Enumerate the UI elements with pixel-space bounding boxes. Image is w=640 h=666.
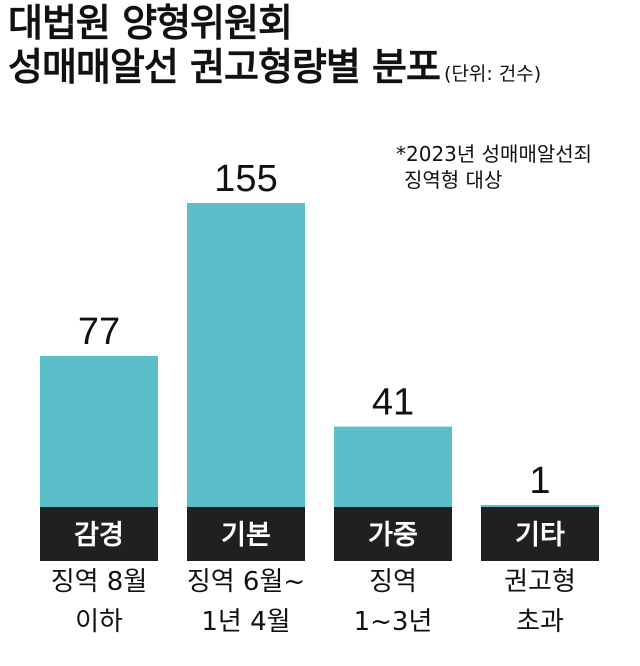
value-label-1: 77 (78, 311, 120, 353)
sublabel-3-2: 1~3년 (354, 607, 433, 637)
category-label-2: 기본 (221, 520, 271, 551)
sublabel-2-2: 1년 4월 (201, 607, 290, 637)
category-band-4 (481, 507, 599, 561)
value-label-3: 41 (372, 382, 414, 424)
bar-3 (334, 426, 452, 507)
unit-label: (단위: 건수) (443, 63, 542, 85)
category-band-1 (40, 507, 158, 561)
bar-4 (481, 505, 599, 507)
sublabel-4-2: 초과 (516, 607, 564, 637)
chart-title-line2: 성매매알선 권고형량별 분포 (단위: 건수) (8, 48, 541, 86)
category-label-4: 기타 (515, 520, 565, 551)
chart-title-line1: 대법원 양형위원회 (8, 1, 293, 45)
value-label-2: 155 (214, 158, 277, 200)
category-band-2 (187, 507, 305, 561)
category-label-1: 감경 (74, 520, 124, 551)
category-label-3: 가중 (368, 520, 418, 551)
bar-2 (187, 203, 305, 507)
value-label-4: 1 (529, 460, 550, 502)
category-band-3 (334, 507, 452, 561)
sublabel-1-1: 징역 8월 (51, 567, 148, 597)
footnote-line1: *2023년 성매매알선죄 (396, 142, 593, 166)
sublabel-1-2: 이하 (75, 607, 123, 637)
footnote-line2: 징역형 대상 (404, 168, 503, 192)
bar-1 (40, 355, 158, 507)
sublabel-3-1: 징역 (369, 567, 417, 597)
chart-title-line2-text: 성매매알선 권고형량별 분포 (8, 45, 441, 89)
sublabel-4-1: 권고형 (504, 567, 576, 597)
sublabel-2-1: 징역 6월~ (187, 567, 305, 597)
